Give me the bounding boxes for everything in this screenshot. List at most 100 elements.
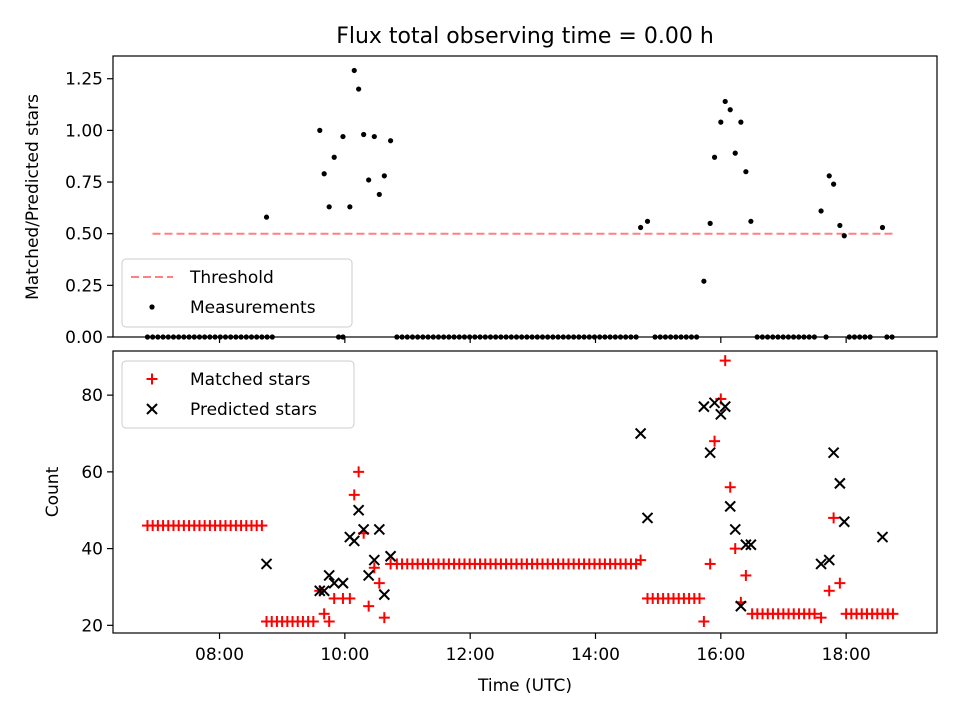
legend-plus-marker [146,373,158,385]
legend-predicted-label: Predicted stars [190,400,317,420]
x-tick-label: 14:00 [571,645,620,665]
measurement-point [718,119,724,125]
bottom-y-tick-label: 40 [81,540,103,560]
predicted-star-point [384,550,397,562]
measurement-point [381,173,387,179]
measurement-point [644,218,651,224]
top-plot-frame [112,55,938,338]
predicted-star-point [314,585,326,597]
legend-measurements-swatch [149,304,155,310]
matched-star-point [823,585,835,597]
predicted-star-point [735,600,747,612]
predicted-stars-points [260,397,889,612]
bottom-plot-frame [112,350,938,634]
predicted-star-point [373,523,386,536]
legend-matched-swatch [146,373,158,385]
legend-threshold-label: Threshold [189,268,274,288]
matched-star-point [709,435,721,447]
predicted-star-point [357,523,370,536]
predicted-star-point [715,408,727,421]
bottom-x-axis-ticks: 08:00 10:00 12:00 14:00 16:00 18:00 [195,633,871,665]
matched-star-point [815,612,827,624]
predicted-star-point [827,446,840,459]
predicted-star-point [323,569,335,582]
measurement-point [701,278,707,284]
predicted-star-point [318,585,330,597]
measurement-point [321,171,327,177]
bottom-y-axis-ticks: 20 40 60 80 [81,386,113,636]
top-y-tick-label: 0.75 [65,173,103,193]
measurement-point [743,169,749,175]
predicted-star-point [724,500,736,513]
measurement-point [347,204,353,210]
matched-stars-points [141,355,899,627]
matched-star-point [698,615,710,627]
bottom-y-tick-label: 80 [81,386,103,406]
top-y-tick-label: 0.25 [65,276,103,296]
x-tick-label: 18:00 [822,645,871,665]
predicted-star-point [838,516,850,528]
predicted-star-point [719,400,731,413]
measurement-point [317,127,323,133]
x-tick-label: 10:00 [320,645,369,665]
predicted-star-point [348,535,360,547]
top-y-tick-label: 0.50 [65,225,103,245]
x-tick-label: 12:00 [446,645,495,665]
top-y-axis-ticks: 0.00 0.25 0.50 0.75 1.00 1.25 [65,70,113,348]
measurement-point [841,233,847,239]
top-y-tick-label: 0.00 [65,328,103,348]
matched-star-point [828,512,840,524]
bottom-legend: Matched stars Predicted stars [121,360,355,429]
predicted-star-point [352,504,365,516]
predicted-star-point [708,397,721,409]
top-y-axis-label: Matched/Predicted stars [23,94,43,300]
predicted-star-point [337,577,349,589]
matched-star-point [719,355,731,367]
top-y-tick-label: 1.00 [65,121,103,141]
measurement-point [722,98,728,105]
predicted-star-point [641,512,654,524]
matched-star-point [353,466,365,478]
predicted-star-point [823,554,835,566]
predicted-star-point [834,477,846,490]
matched-star-point [694,592,706,604]
matched-star-point [724,481,736,493]
x-tick-label: 16:00 [696,645,745,665]
matched-star-point [385,558,397,570]
predicted-star-point [698,400,710,413]
matched-star-point [323,615,335,627]
predicted-star-point [378,588,391,601]
matched-star-point [368,562,380,574]
legend-matched-label: Matched stars [190,370,310,390]
measurement-point [326,204,332,210]
bottom-y-tick-label: 60 [81,463,103,483]
predicted-star-point [328,577,340,589]
measurement-point [340,133,346,140]
measurement-point [826,173,832,179]
measurement-point [356,86,362,92]
matched-star-point [378,612,390,624]
matched-star-point [307,615,319,627]
measurement-point [727,107,733,113]
predicted-star-point [876,531,889,543]
predicted-star-point [260,558,273,570]
legend-predicted-swatch [146,403,158,415]
matched-star-point [834,577,846,589]
predicted-star-point [815,558,827,570]
measurement-point [707,220,713,226]
predicted-star-point [745,539,757,551]
measurement-point [831,181,837,187]
measurement-point [837,222,843,229]
matched-star-point [809,608,821,620]
predicted-star-point [740,539,752,551]
measurement-point [738,119,744,125]
predicted-star-point [704,446,716,459]
matched-star-point [740,569,752,581]
predicted-star-point [368,554,381,566]
measurement-point [748,218,754,224]
x-tick-label: 08:00 [195,645,244,665]
top-panel: 0.00 0.25 0.50 0.75 1.00 1.25 Matched/Predict… [23,55,938,348]
bottom-y-axis-label: Count [43,466,63,517]
